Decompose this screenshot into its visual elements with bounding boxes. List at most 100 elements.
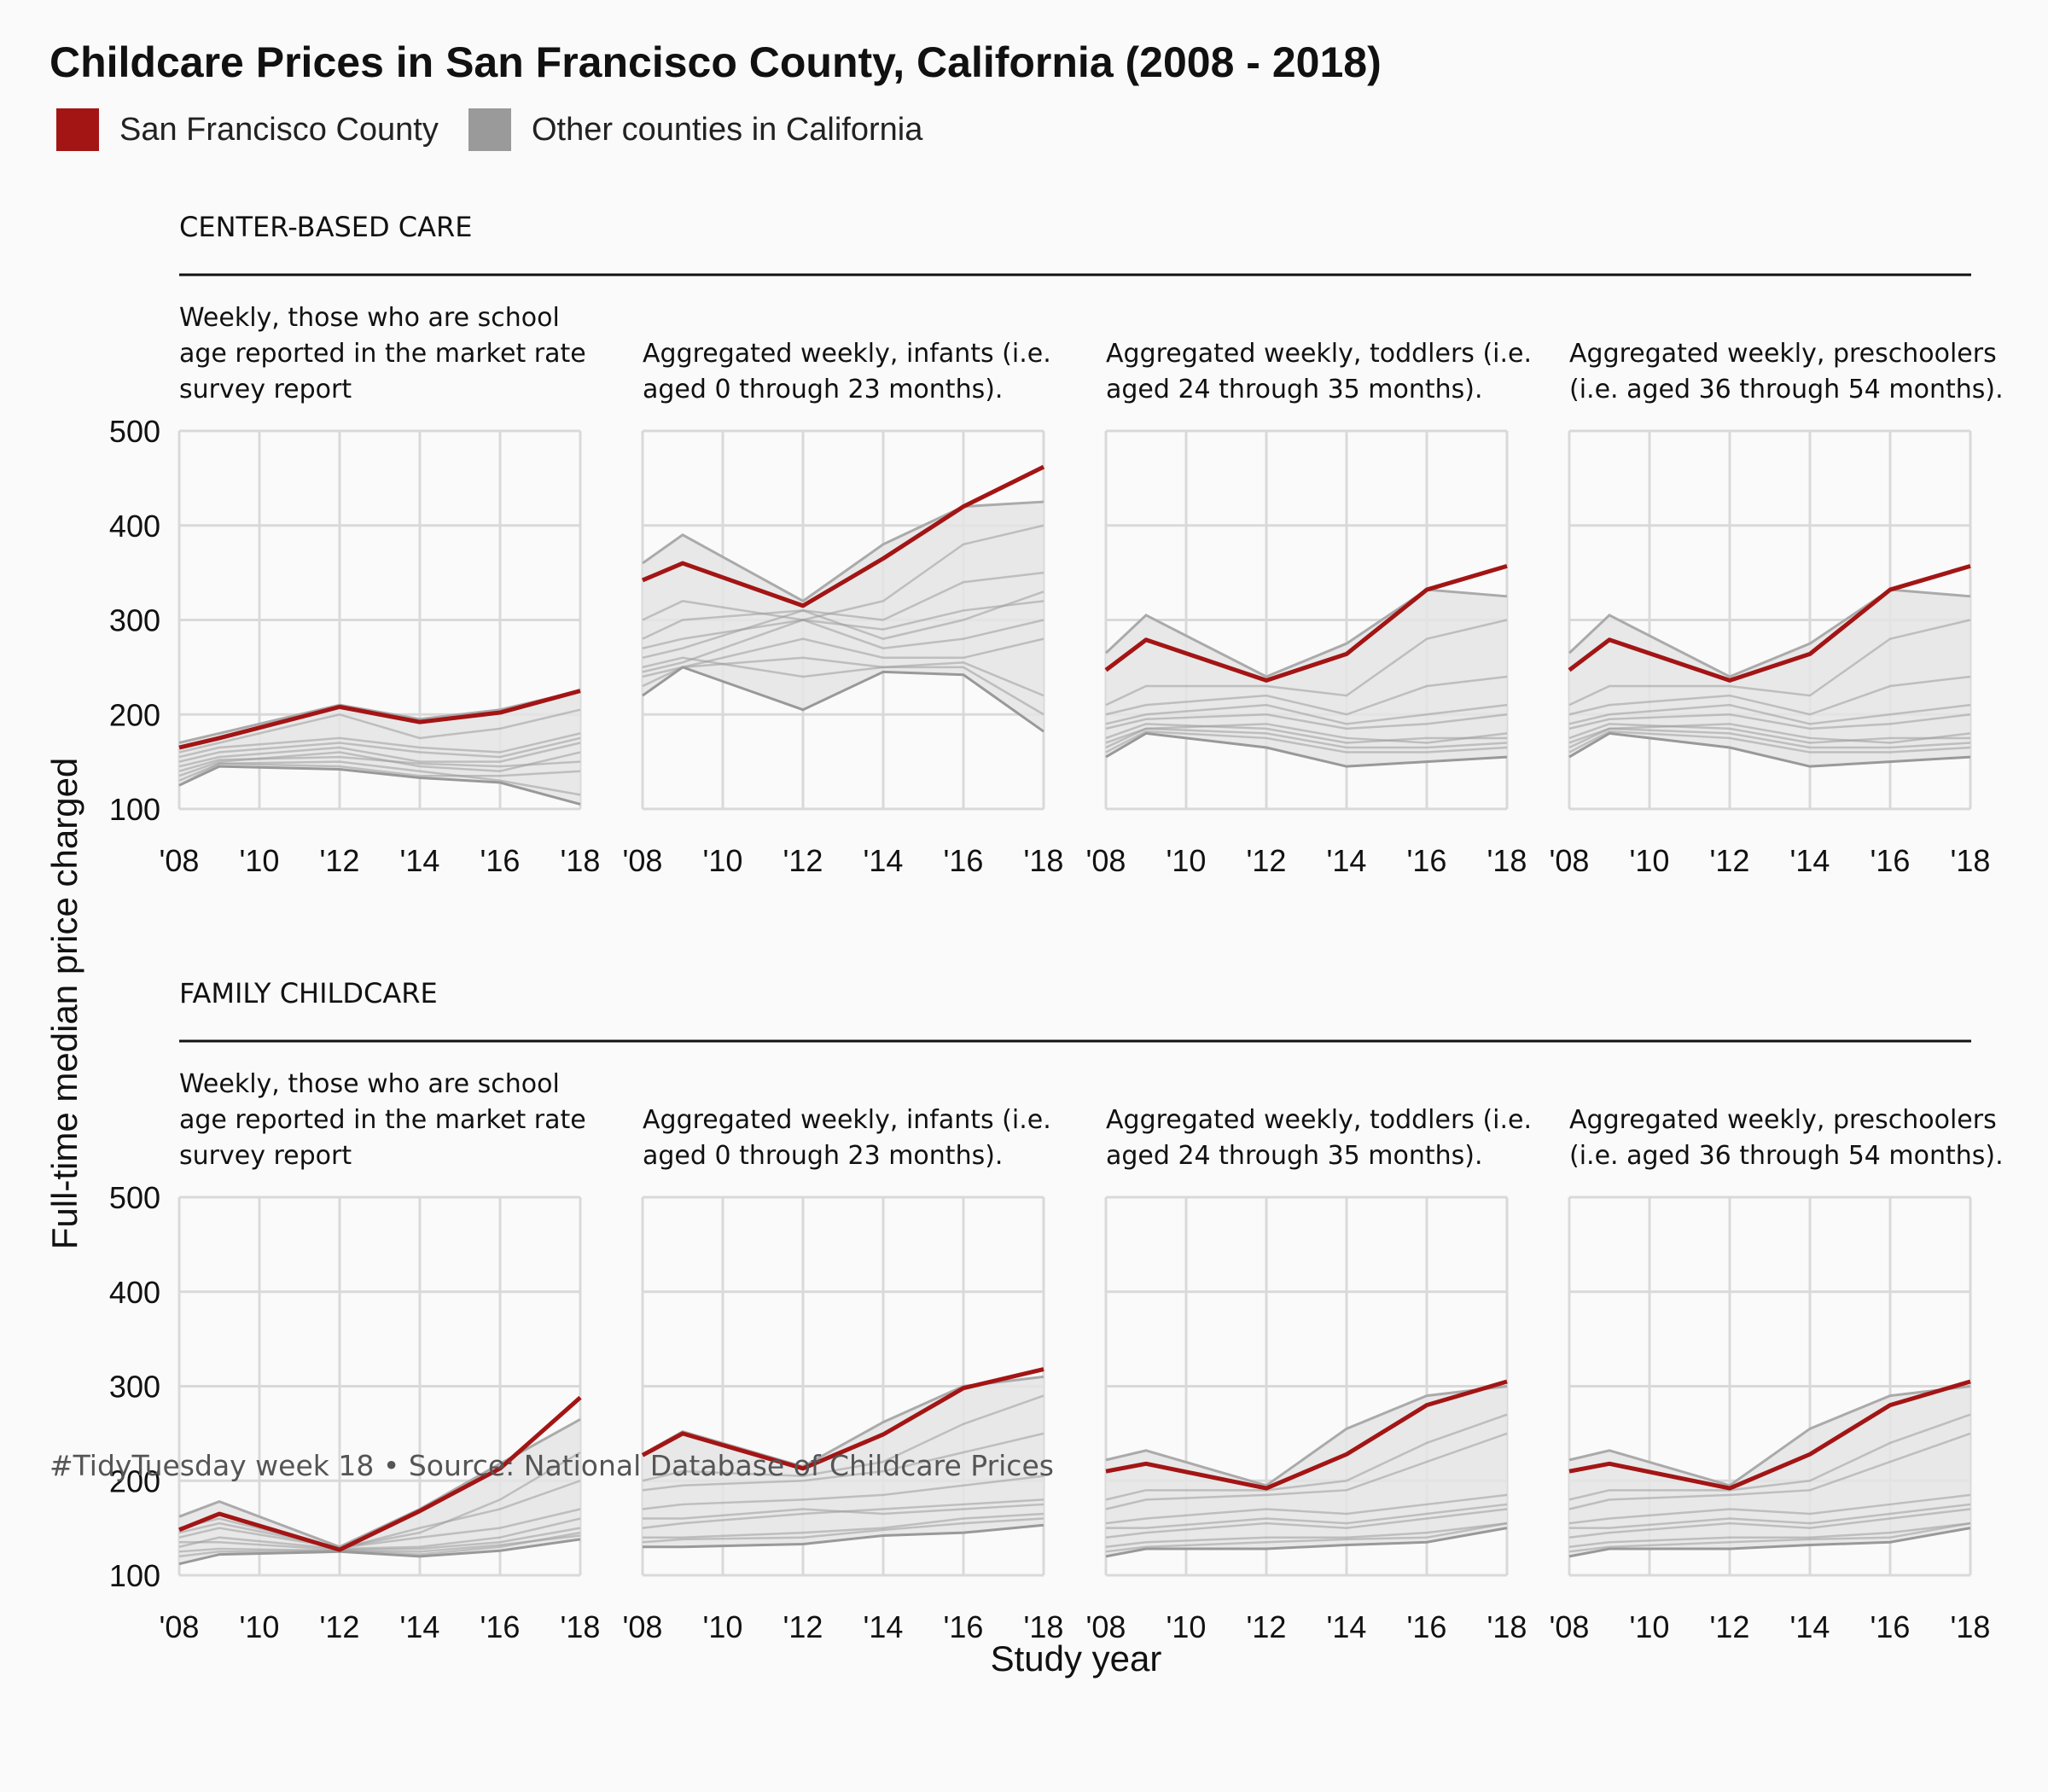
county-line-min	[643, 1523, 1044, 1549]
x-tick-label: '12	[1247, 1609, 1287, 1644]
panel-subtitle: (i.e. aged 36 through 54 months).	[1569, 375, 2004, 404]
legend-item-other: Other counties in California	[468, 106, 922, 154]
county-line	[642, 1475, 1044, 1510]
county-line	[642, 656, 1044, 697]
county-line	[1105, 727, 1508, 749]
x-tick-label: '12	[320, 1609, 360, 1644]
county-line	[178, 762, 581, 782]
county-line-max	[1104, 588, 1508, 678]
county-line-min	[1568, 731, 1971, 768]
panel-subtitle: Aggregated weekly, toddlers (i.e.	[1106, 339, 1532, 369]
x-tick-label: '12	[1710, 843, 1750, 878]
county-line-max	[1105, 1385, 1508, 1487]
chart-title: Childcare Prices in San Francisco County…	[49, 38, 1382, 86]
y-tick-label: 500	[109, 1180, 160, 1215]
sf-county-line	[1104, 563, 1508, 683]
county-line	[1105, 1413, 1508, 1501]
county-line	[1568, 1432, 1971, 1510]
county-line	[642, 600, 1044, 649]
county-line	[642, 571, 1044, 640]
x-tick-label: '14	[1790, 1609, 1830, 1644]
county-line-max	[1568, 1385, 1971, 1487]
x-tick-label: '18	[1487, 843, 1527, 878]
county-line	[642, 656, 1044, 716]
county-line	[178, 708, 581, 753]
x-tick-label: '10	[1630, 1609, 1670, 1644]
x-tick-label: '12	[783, 1609, 823, 1644]
x-tick-label: '16	[480, 1609, 521, 1644]
county-line-max	[178, 689, 581, 744]
panel-subtitle: aged 0 through 23 months).	[643, 1141, 1003, 1171]
county-line	[1105, 1521, 1508, 1553]
county-line	[1568, 730, 1971, 753]
county-line	[642, 637, 1044, 678]
county-line	[643, 1503, 1044, 1520]
x-tick-label: '10	[240, 843, 280, 878]
x-tick-label: '10	[1167, 843, 1207, 878]
county-line	[178, 732, 581, 759]
county-line-max	[1568, 588, 1971, 678]
county-line-min	[642, 666, 1044, 733]
x-tick-label: '18	[561, 1609, 601, 1644]
y-tick-label: 100	[109, 1558, 160, 1593]
county-line	[1105, 1521, 1508, 1549]
x-tick-label: '08	[623, 1609, 663, 1644]
sf-county-line	[641, 1367, 1044, 1471]
x-tick-label: '08	[1086, 843, 1126, 878]
county-line	[178, 1508, 581, 1550]
county-line	[178, 1517, 581, 1551]
y-tick-label: 500	[109, 414, 160, 449]
x-tick-label: '16	[1871, 1609, 1911, 1644]
y-axis-title: Full-time median price charged	[44, 758, 84, 1250]
x-tick-label: '14	[864, 1609, 904, 1644]
x-axis-title: Study year	[991, 1638, 1162, 1679]
x-tick-label: '18	[561, 843, 601, 878]
range-band	[643, 502, 1044, 732]
range-band	[1569, 590, 1970, 767]
county-line	[1568, 1508, 1971, 1539]
legend-swatch-sf	[56, 108, 99, 151]
panel-subtitle: survey report	[179, 1141, 352, 1171]
county-line	[178, 742, 581, 768]
y-tick-label: 200	[109, 697, 160, 732]
county-line	[1569, 1503, 1971, 1529]
county-line-max	[642, 500, 1044, 603]
x-tick-label: '08	[1550, 1609, 1590, 1644]
county-line-min	[1568, 1527, 1971, 1558]
y-tick-label: 300	[109, 603, 160, 638]
county-line	[643, 1512, 1044, 1539]
x-tick-label: '10	[1630, 843, 1670, 878]
county-line-min	[178, 1538, 581, 1566]
county-line	[1568, 1521, 1971, 1549]
x-tick-label: '16	[944, 843, 984, 878]
panel-subtitle: survey report	[179, 375, 352, 404]
range-band	[179, 1419, 580, 1564]
x-tick-label: '14	[1790, 843, 1830, 878]
sf-county-line	[1568, 1379, 1971, 1491]
county-line	[1568, 1521, 1971, 1553]
county-line	[1568, 1413, 1971, 1501]
x-tick-label: '12	[1247, 843, 1287, 878]
x-tick-label: '14	[864, 843, 904, 878]
county-line	[1105, 1432, 1508, 1510]
x-tick-label: '16	[944, 1609, 984, 1644]
county-line	[178, 755, 581, 772]
y-tick-label: 400	[109, 1275, 160, 1310]
county-line	[1568, 675, 1971, 716]
county-line-min	[1105, 1527, 1508, 1558]
county-line	[1105, 1493, 1508, 1525]
legend-label-other: Other counties in California	[532, 111, 923, 148]
y-tick-label: 100	[109, 792, 160, 827]
x-tick-label: '12	[320, 843, 360, 878]
range-band	[1106, 590, 1507, 767]
x-tick-label: '08	[160, 1609, 200, 1644]
x-tick-label: '16	[1407, 1609, 1447, 1644]
county-line	[1568, 727, 1971, 749]
x-tick-label: '16	[480, 843, 521, 878]
county-line	[178, 1534, 581, 1553]
panel-subtitle: aged 24 through 35 months).	[1106, 375, 1483, 404]
x-tick-label: '08	[160, 843, 200, 878]
x-tick-label: '16	[1871, 843, 1911, 878]
county-line	[1568, 1493, 1971, 1525]
